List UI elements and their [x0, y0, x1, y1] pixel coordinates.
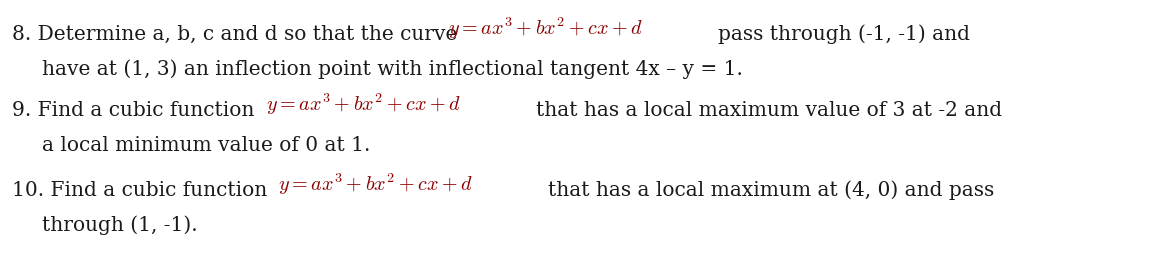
Text: through (1, -1).: through (1, -1). — [42, 215, 198, 235]
Text: $y = ax^3 + bx^2 + cx + d$: $y = ax^3 + bx^2 + cx + d$ — [278, 172, 473, 197]
Text: 10. Find a cubic function: 10. Find a cubic function — [12, 181, 274, 200]
Text: 8. Determine a, b, c and d so that the curve: 8. Determine a, b, c and d so that the c… — [12, 25, 464, 44]
Text: $y = ax^3 + bx^2 + cx + d$: $y = ax^3 + bx^2 + cx + d$ — [448, 16, 643, 41]
Text: that has a local maximum value of 3 at -2 and: that has a local maximum value of 3 at -… — [537, 101, 1002, 120]
Text: pass through (-1, -1) and: pass through (-1, -1) and — [718, 24, 970, 44]
Text: that has a local maximum at (4, 0) and pass: that has a local maximum at (4, 0) and p… — [548, 180, 995, 200]
Text: 9. Find a cubic function: 9. Find a cubic function — [12, 101, 261, 120]
Text: a local minimum value of 0 at 1.: a local minimum value of 0 at 1. — [42, 136, 371, 155]
Text: $y = ax^3 + bx^2 + cx + d$: $y = ax^3 + bx^2 + cx + d$ — [267, 91, 461, 117]
Text: have at (1, 3) an inflection point with inflectional tangent 4x – y = 1.: have at (1, 3) an inflection point with … — [42, 59, 742, 79]
